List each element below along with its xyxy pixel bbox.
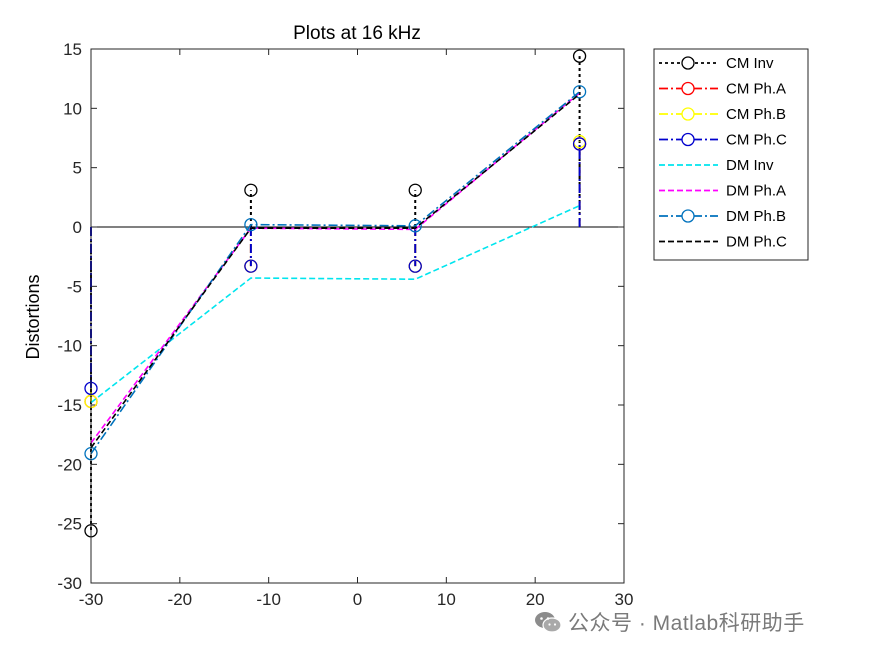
- legend-label: DM Inv: [726, 157, 774, 174]
- legend-swatch-marker: [681, 107, 695, 121]
- y-tick-label: 10: [63, 99, 82, 118]
- y-axis-label: Distortions: [23, 274, 43, 359]
- x-tick-label: 0: [353, 590, 362, 609]
- series-line: [90, 91, 581, 455]
- legend-label: CM Inv: [726, 55, 774, 72]
- x-tick-label: -30: [79, 590, 104, 609]
- series-dm-ph-b: [84, 85, 587, 461]
- legend-label: DM Ph.B: [726, 208, 786, 225]
- legend-label: DM Ph.C: [726, 234, 787, 251]
- y-tick-label: -30: [57, 574, 82, 593]
- x-tick-label: -20: [168, 590, 193, 609]
- data-point: [572, 85, 587, 99]
- data-point: [244, 183, 258, 197]
- legend-swatch-marker: [681, 81, 695, 96]
- legend-item-dm-ph-b: DM Ph.B: [659, 208, 786, 225]
- legend-label: DM Ph.A: [726, 183, 786, 200]
- legend-label: CM Ph.B: [726, 106, 786, 123]
- y-tick-label: 5: [73, 159, 82, 178]
- y-tick-label: -20: [57, 455, 82, 474]
- legend-box: [653, 48, 809, 261]
- legend-item-cm-ph-b: CM Ph.B: [659, 106, 786, 123]
- data-point: [408, 259, 422, 273]
- data-point: [572, 137, 587, 151]
- y-tick-label: -25: [57, 515, 82, 534]
- y-tick-label: -5: [67, 277, 82, 296]
- legend-label: CM Ph.A: [726, 81, 786, 98]
- legend-item-cm-ph-c: CM Ph.C: [659, 132, 787, 149]
- data-point: [244, 259, 258, 273]
- legend-item-cm-ph-a: CM Ph.A: [659, 81, 786, 98]
- x-tick-label: 10: [437, 590, 456, 609]
- y-tick-label: 15: [63, 40, 82, 59]
- legend-swatch-marker: [681, 132, 695, 147]
- legend-label: CM Ph.C: [726, 132, 787, 149]
- series-dm-ph-c: [90, 93, 581, 449]
- watermark-text: 公众号 · Matlab科研助手: [568, 612, 805, 635]
- legend-item-dm-ph-a: DM Ph.A: [659, 183, 786, 200]
- data-point: [408, 183, 422, 197]
- y-tick-label: -10: [57, 337, 82, 356]
- legend-item-dm-ph-c: DM Ph.C: [659, 234, 787, 251]
- x-tick-label: 20: [526, 590, 545, 609]
- wechat-icon: [535, 612, 562, 633]
- y-tick-label: 0: [73, 218, 82, 237]
- x-tick-label: 30: [615, 590, 634, 609]
- data-point: [244, 217, 258, 232]
- series-line: [90, 93, 581, 449]
- legend-swatch-marker: [681, 209, 695, 223]
- plot-area: [91, 49, 624, 583]
- data-point: [572, 49, 587, 63]
- legend-item-cm-inv: CM Inv: [659, 55, 774, 72]
- axes-frame: [90, 48, 625, 584]
- chart-title: Plots at 16 kHz: [293, 23, 421, 44]
- legend-swatch-marker: [681, 56, 695, 70]
- legend-item-dm-inv: DM Inv: [659, 157, 774, 174]
- x-tick-label: -10: [256, 590, 281, 609]
- watermark: 公众号 · Matlab科研助手: [534, 607, 805, 637]
- data-point: [408, 219, 422, 233]
- y-tick-label: -15: [57, 396, 82, 415]
- legend: CM Inv CM Ph.A CM Ph.B CM Ph.C DM Inv DM Ph.A…: [653, 48, 809, 261]
